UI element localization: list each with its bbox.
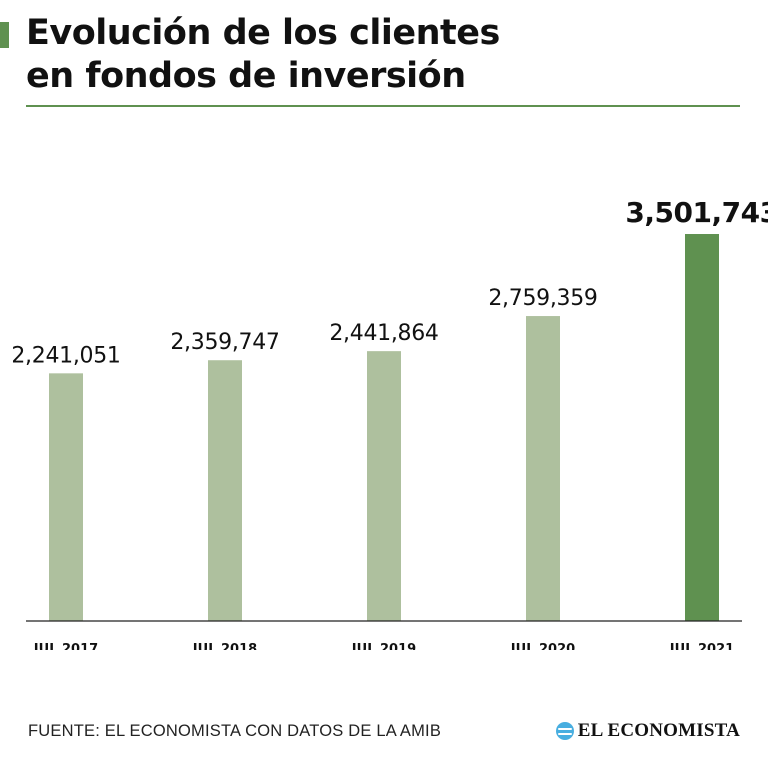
- bar-jul-2018: [208, 360, 242, 621]
- bar-value-label: 3,501,743: [625, 196, 768, 229]
- x-tick-label: JUL 2020: [510, 642, 575, 650]
- chart-title: Evolución de los clientes en fondos de i…: [26, 12, 500, 98]
- chart-title-line-2: en fondos de inversión: [26, 56, 466, 96]
- bar-value-label: 2,759,359: [488, 286, 597, 311]
- publisher-logo-text: EL ECONOMISTA: [577, 720, 740, 741]
- bar-jul-2017: [49, 373, 83, 621]
- x-tick-label: JUL 2018: [192, 642, 257, 650]
- bar-jul-2021: [685, 234, 719, 621]
- globe-icon: [555, 722, 574, 740]
- chart-title-line-1: Evolución de los clientes: [26, 13, 500, 53]
- title-accent-bar: [0, 22, 9, 48]
- bar-chart: 2,241,051 JUL 2017 2,359,747 JUL 2018 2,441,…: [11, 196, 768, 650]
- bar-jul-2020: [526, 316, 560, 621]
- bar-value-label: 2,441,864: [329, 321, 438, 346]
- publisher-logo: EL ECONOMISTA: [555, 720, 740, 742]
- source-note: FUENTE: EL ECONOMISTA CON DATOS DE LA AM…: [28, 722, 442, 740]
- x-tick-label: JUL 2017: [33, 642, 98, 650]
- bar-value-label: 2,241,051: [11, 343, 120, 368]
- title-divider: [26, 105, 740, 107]
- x-tick-label: JUL 2019: [351, 642, 416, 650]
- bar-jul-2019: [367, 351, 401, 621]
- bar-value-label: 2,359,747: [170, 330, 279, 355]
- x-tick-label: JUL 2021: [669, 642, 734, 650]
